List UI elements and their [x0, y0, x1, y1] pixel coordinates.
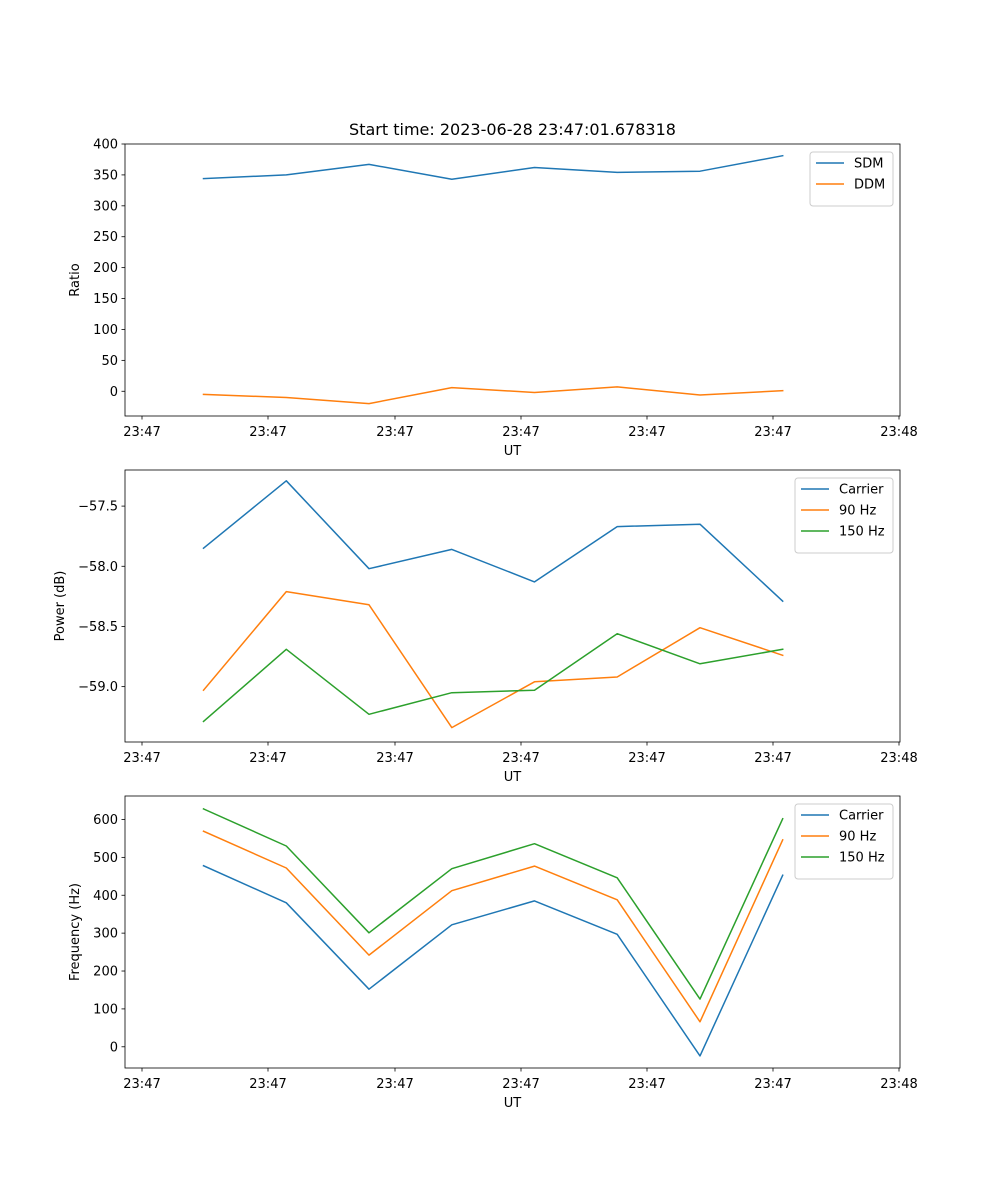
chart-panel-2: −59.0 −58.5 −58.0 −57.5 23:47 23:47 23:47 23:47… — [53, 469, 918, 785]
series-line-150-hz — [202, 632, 784, 723]
series-line-ddm — [202, 386, 784, 405]
y-axis-label: Ratio — [68, 263, 83, 296]
chart-panel-3: 0 100 200 300 400 500 600 23:47 23:47 23:47 23:47 2… — [68, 795, 918, 1111]
x-tick-label: 23:48 — [880, 425, 917, 440]
y-tick-label: 150 — [93, 292, 118, 307]
y-tick-label: 400 — [93, 889, 118, 904]
y-tick-label: −58.5 — [78, 620, 118, 635]
series-line-carrier — [202, 480, 784, 603]
x-tick-label: 23:47 — [376, 425, 413, 440]
x-tick-label: 23:47 — [754, 1077, 791, 1092]
x-tick-label: 23:47 — [754, 425, 791, 440]
series-line-carrier — [202, 864, 784, 1057]
y-tick-label: 300 — [93, 199, 118, 214]
x-tick-label: 23:48 — [880, 751, 917, 766]
x-tick-label: 23:47 — [502, 751, 539, 766]
y-tick-label: 600 — [93, 813, 118, 828]
x-tick-label: 23:48 — [880, 1077, 917, 1092]
series-line-90-hz — [202, 590, 784, 729]
y-axis-label: Frequency (Hz) — [68, 883, 83, 981]
y-tick-label: 350 — [93, 168, 118, 183]
x-tick-label: 23:47 — [628, 425, 665, 440]
x-axis-label: UT — [504, 770, 522, 785]
y-tick-label: 100 — [93, 1002, 118, 1017]
y-tick-label: 200 — [93, 965, 118, 980]
y-tick-label: −59.0 — [78, 680, 118, 695]
x-tick-label: 23:47 — [249, 751, 286, 766]
x-tick-label: 23:47 — [123, 751, 160, 766]
plot-frame — [124, 469, 901, 743]
legend: SDM DDM — [809, 151, 894, 207]
y-tick-label: −57.5 — [78, 500, 118, 515]
x-tick-label: 23:47 — [249, 425, 286, 440]
plot-frame — [124, 795, 901, 1069]
y-tick-label: 100 — [93, 323, 118, 338]
y-tick-label: 50 — [101, 354, 118, 369]
x-tick-label: 23:47 — [376, 1077, 413, 1092]
y-tick-label: 0 — [110, 1040, 118, 1055]
legend-entry: 150 Hz — [839, 851, 885, 866]
y-tick-label: 0 — [110, 385, 118, 400]
x-tick-label: 23:47 — [376, 751, 413, 766]
series-line-90-hz — [202, 830, 784, 1023]
y-tick-label: 200 — [93, 261, 118, 276]
x-tick-label: 23:47 — [754, 751, 791, 766]
series-line-150-hz — [202, 807, 784, 1000]
legend-entry: 150 Hz — [839, 525, 885, 540]
legend-entry: 90 Hz — [839, 504, 876, 519]
x-axis-label: UT — [504, 444, 522, 459]
y-tick-label: 300 — [93, 927, 118, 942]
legend: Carrier 90 Hz 150 Hz — [794, 803, 894, 880]
chart-panel-1: Start time: 2023-06-28 23:47:01.678318 0 5… — [68, 120, 918, 459]
y-tick-label: 500 — [93, 851, 118, 866]
legend-entry: DDM — [854, 178, 885, 193]
y-tick-label: 400 — [93, 138, 118, 153]
y-tick-label: −58.0 — [78, 560, 118, 575]
legend-box — [809, 151, 894, 207]
legend-entry: Carrier — [839, 483, 884, 498]
x-tick-label: 23:47 — [502, 425, 539, 440]
x-tick-label: 23:47 — [123, 1077, 160, 1092]
legend-box — [794, 477, 894, 554]
x-tick-label: 23:47 — [628, 1077, 665, 1092]
y-tick-label: 250 — [93, 230, 118, 245]
legend-entry: 90 Hz — [839, 830, 876, 845]
x-axis-label: UT — [504, 1096, 522, 1111]
legend-box — [794, 803, 894, 880]
legend: Carrier 90 Hz 150 Hz — [794, 477, 894, 554]
x-tick-label: 23:47 — [502, 1077, 539, 1092]
plot-frame — [124, 143, 901, 417]
y-axis-label: Power (dB) — [53, 571, 68, 642]
legend-entry: SDM — [854, 157, 883, 172]
x-tick-label: 23:47 — [628, 751, 665, 766]
legend-entry: Carrier — [839, 809, 884, 824]
chart-title: Start time: 2023-06-28 23:47:01.678318 — [349, 120, 676, 139]
x-tick-label: 23:47 — [123, 425, 160, 440]
series-line-sdm — [202, 154, 784, 180]
x-tick-label: 23:47 — [249, 1077, 286, 1092]
